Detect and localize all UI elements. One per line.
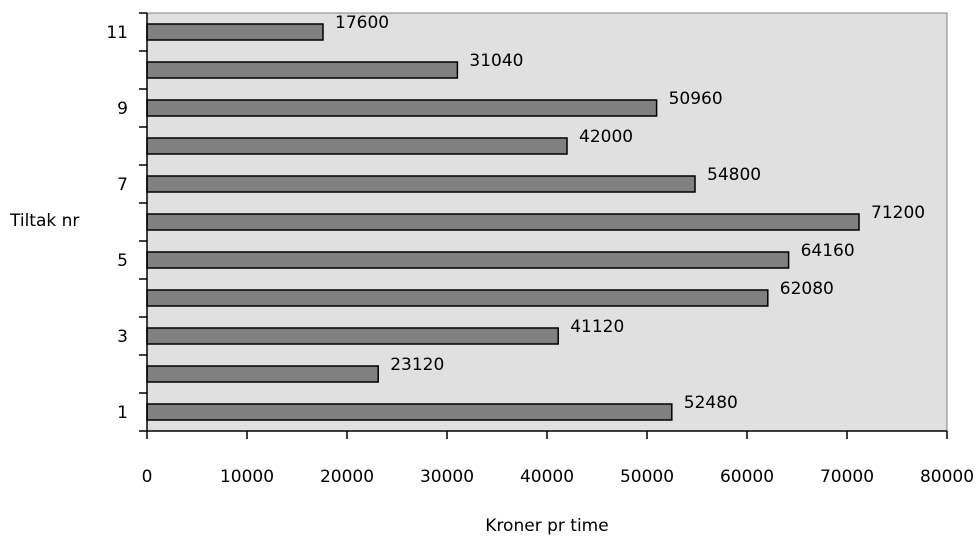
- data-label-tiltak-4: 62080: [780, 279, 834, 299]
- bar-tiltak-9: [146, 99, 658, 117]
- bar-tiltak-6: [146, 213, 860, 231]
- data-label-tiltak-3: 41120: [570, 317, 624, 337]
- bar-tiltak-7: [146, 175, 696, 193]
- data-label-tiltak-6: 71200: [871, 203, 925, 223]
- data-label-tiltak-8: 42000: [579, 127, 633, 147]
- x-tick-label-80000: 80000: [920, 467, 974, 487]
- data-label-tiltak-5: 64160: [801, 241, 855, 261]
- y-axis-title: Tiltak nr: [9, 211, 79, 231]
- x-axis: 0 10000 20000 30000 40000 50000 60000 70000 8000…: [142, 430, 974, 487]
- x-tick-label-70000: 70000: [820, 467, 874, 487]
- bar-tiltak-8: [146, 137, 568, 155]
- x-tick-label-0: 0: [142, 467, 153, 487]
- data-label-tiltak-1: 52480: [684, 393, 738, 413]
- x-tick-label-40000: 40000: [520, 467, 574, 487]
- bar-tiltak-3: [146, 327, 559, 345]
- bar-tiltak-1: [146, 403, 673, 421]
- bar-tiltak-5: [146, 251, 790, 269]
- bar-tiltak-11: [146, 23, 324, 41]
- y-tick-label-11: 11: [106, 23, 128, 43]
- x-tick-label-30000: 30000: [420, 467, 474, 487]
- bar-tiltak-4: [146, 289, 769, 307]
- bar-tiltak-10: [146, 61, 459, 79]
- y-tick-label-9: 9: [117, 99, 128, 119]
- data-label-tiltak-9: 50960: [669, 89, 723, 109]
- x-axis-title: Kroner pr time: [485, 516, 608, 536]
- x-tick-label-10000: 10000: [220, 467, 274, 487]
- y-tick-label-5: 5: [117, 251, 128, 271]
- bar-tiltak-2: [146, 365, 379, 383]
- data-label-tiltak-7: 54800: [707, 165, 761, 185]
- bars-group: [146, 23, 860, 421]
- x-tick-label-20000: 20000: [320, 467, 374, 487]
- y-tick-label-7: 7: [117, 175, 128, 195]
- data-label-tiltak-11: 17600: [335, 13, 389, 33]
- y-tick-label-1: 1: [117, 403, 128, 423]
- y-tick-label-3: 3: [117, 327, 128, 347]
- x-tick-label-60000: 60000: [720, 467, 774, 487]
- data-label-tiltak-2: 23120: [390, 355, 444, 375]
- data-labels-group: 52480 23120 41120 62080 64160 71200 54800 42000…: [335, 13, 925, 413]
- data-label-tiltak-10: 31040: [469, 51, 523, 71]
- y-axis: 1 3 5 7 9 11: [106, 12, 148, 432]
- x-tick-label-50000: 50000: [620, 467, 674, 487]
